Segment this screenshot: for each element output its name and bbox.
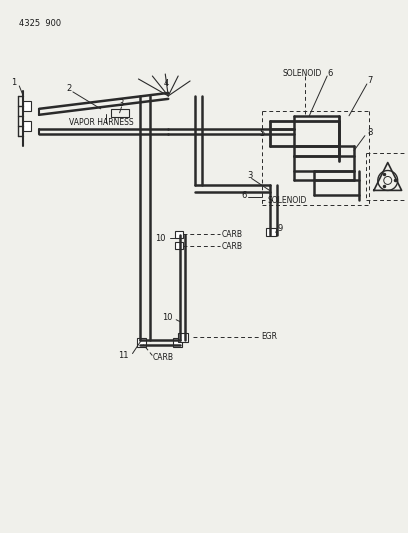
Text: SOLENOID: SOLENOID <box>282 69 322 77</box>
Bar <box>23 101 31 111</box>
Text: 4: 4 <box>163 79 169 88</box>
Text: 8: 8 <box>367 128 372 137</box>
Text: 11: 11 <box>119 351 129 360</box>
Text: 3: 3 <box>119 99 124 108</box>
Bar <box>137 337 146 346</box>
Bar <box>173 337 182 346</box>
Bar <box>111 109 129 117</box>
Text: 1: 1 <box>11 78 17 87</box>
Text: 5: 5 <box>259 129 265 138</box>
Bar <box>23 121 31 131</box>
Text: CARB: CARB <box>222 230 243 239</box>
Bar <box>266 228 275 236</box>
Text: 10: 10 <box>155 233 166 243</box>
Text: EGR: EGR <box>262 332 277 341</box>
Bar <box>175 242 183 249</box>
Text: 10: 10 <box>162 313 173 322</box>
Text: 4325  900: 4325 900 <box>19 19 61 28</box>
Text: 7: 7 <box>367 76 372 85</box>
Text: 6: 6 <box>327 69 333 77</box>
Text: 6: 6 <box>242 191 247 200</box>
Text: 2: 2 <box>66 84 71 93</box>
Text: CARB: CARB <box>152 353 173 362</box>
Bar <box>178 333 188 342</box>
Bar <box>175 231 183 238</box>
Text: 9: 9 <box>277 224 283 233</box>
Text: 3: 3 <box>248 171 253 180</box>
Text: VAPOR HARNESS: VAPOR HARNESS <box>69 118 133 127</box>
Text: SOLENOID: SOLENOID <box>268 196 307 205</box>
Text: CARB: CARB <box>222 241 243 251</box>
